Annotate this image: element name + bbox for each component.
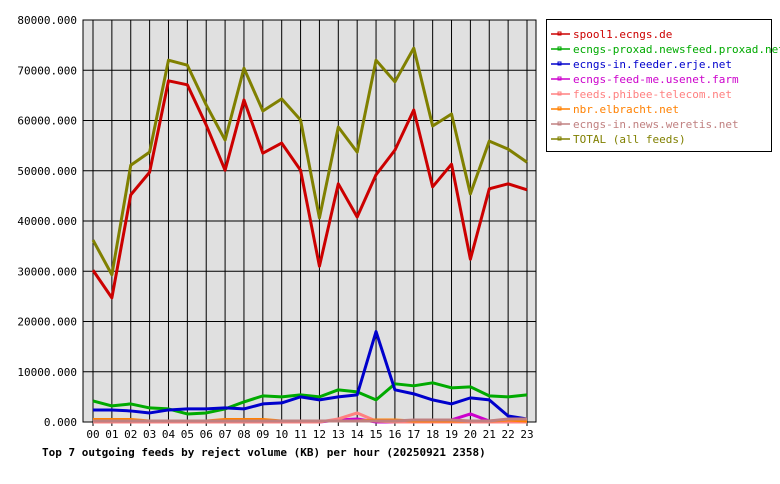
y-tick-label: 0.000 [44, 416, 77, 429]
x-tick-label: 12 [313, 428, 326, 441]
x-tick-label: 09 [256, 428, 269, 441]
legend-label: ecngs-in.news.weretis.net [573, 118, 739, 131]
legend-label: ecngs-feed-me.usenet.farm [573, 73, 739, 86]
legend-marker [557, 91, 562, 96]
legend-marker [557, 121, 562, 126]
x-tick-label: 06 [200, 428, 213, 441]
x-tick-label: 22 [502, 428, 515, 441]
x-tick-label: 08 [237, 428, 250, 441]
x-tick-label: 20 [464, 428, 477, 441]
x-tick-label: 13 [332, 428, 345, 441]
legend-marker [557, 46, 562, 51]
x-tick-label: 04 [162, 428, 176, 441]
series-line-7 [91, 46, 528, 277]
series-line-6 [93, 417, 527, 423]
x-tick-label: 14 [351, 428, 365, 441]
y-tick-label: 30000.000 [17, 265, 77, 278]
legend-marker [557, 61, 562, 66]
y-tick-label: 20000.000 [17, 316, 77, 329]
x-tick-label: 00 [86, 428, 99, 441]
x-tick-label: 21 [483, 428, 496, 441]
x-tick-label: 19 [445, 428, 458, 441]
legend-label: ecngs-in.feeder.erje.net [573, 58, 732, 71]
legend-marker [557, 136, 562, 141]
x-tick-label: 17 [407, 428, 420, 441]
legend-label: nbr.elbracht.net [573, 103, 679, 116]
legend-box [546, 19, 772, 152]
x-tick-label: 23 [520, 428, 533, 441]
legend-label: TOTAL (all feeds) [573, 133, 686, 146]
y-tick-label: 40000.000 [17, 215, 77, 228]
x-tick-label: 16 [388, 428, 401, 441]
x-tick-label: 02 [124, 428, 137, 441]
x-tick-label: 10 [275, 428, 288, 441]
x-tick-label: 18 [426, 428, 439, 441]
legend-label: ecngs-proxad.newsfeed.proxad.net [573, 43, 780, 56]
x-tick-label: 03 [143, 428, 156, 441]
x-tick-label: 07 [218, 428, 231, 441]
legend-marker [557, 76, 562, 81]
chart-title: Top 7 outgoing feeds by reject volume (K… [42, 446, 486, 459]
x-tick-label: 01 [105, 428, 118, 441]
x-tick-label: 11 [294, 428, 307, 441]
legend-label: feeds.phibee-telecom.net [573, 88, 732, 101]
series-line-2 [93, 330, 528, 421]
y-tick-label: 50000.000 [17, 165, 77, 178]
legend-marker [557, 31, 562, 36]
series-line-0 [91, 79, 528, 300]
y-tick-label: 10000.000 [17, 366, 77, 379]
y-tick-label: 80000.000 [17, 14, 77, 27]
legend-label: spool1.ecngs.de [573, 28, 672, 41]
y-tick-label: 70000.000 [17, 64, 77, 77]
legend-marker [557, 106, 562, 111]
y-tick-label: 60000.000 [17, 115, 77, 128]
x-tick-label: 15 [369, 428, 382, 441]
series-line-1 [92, 381, 528, 416]
x-tick-label: 05 [181, 428, 194, 441]
